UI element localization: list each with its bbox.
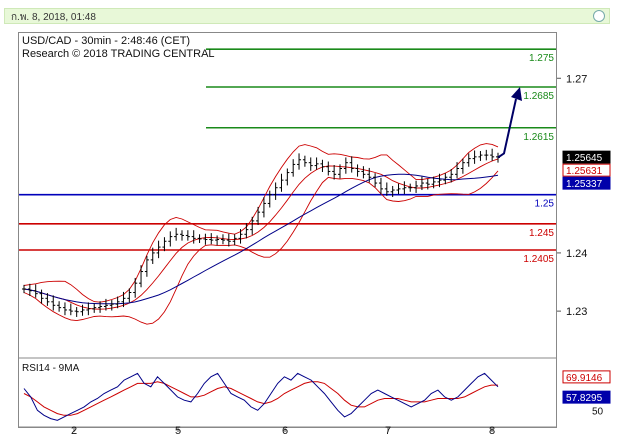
forecast-arrow-head bbox=[511, 87, 522, 101]
level-label: 1.2615 bbox=[523, 132, 554, 143]
forecast-arrow-line bbox=[497, 98, 517, 159]
level-label: 1.245 bbox=[529, 228, 554, 239]
rsi-value-label: 69.9146 bbox=[566, 373, 603, 384]
bollinger-middle bbox=[23, 158, 499, 310]
bollinger-lower bbox=[23, 170, 499, 325]
price-tag-label: 1.25645 bbox=[566, 153, 603, 164]
level-label: 1.2405 bbox=[523, 254, 554, 265]
price-axis-label: 1.23 bbox=[566, 306, 587, 318]
x-axis-label: 2 bbox=[71, 425, 77, 437]
price-tag bbox=[562, 176, 611, 190]
timestamp-bar: ก.พ. 8, 2018, 01:48 bbox=[4, 8, 610, 24]
x-axis-label: 8 bbox=[489, 425, 495, 437]
chart-copyright: Research © 2018 TRADING CENTRAL bbox=[22, 48, 215, 60]
level-label: 1.25 bbox=[535, 199, 555, 210]
x-axis-label: 6 bbox=[282, 425, 288, 437]
level-label: 1.2685 bbox=[523, 91, 554, 102]
x-axis-label: 7 bbox=[385, 425, 391, 437]
rsi-value-tag bbox=[562, 370, 611, 384]
moving-average bbox=[23, 173, 499, 305]
level-label: 1.275 bbox=[529, 53, 554, 64]
price-axis-label: 1.24 bbox=[566, 248, 587, 260]
rsi-title: RSI14 - 9MA bbox=[22, 363, 80, 374]
price-tag bbox=[562, 150, 611, 164]
x-axis-label: 5 bbox=[175, 425, 181, 437]
price-tag-label: 1.25631 bbox=[566, 166, 603, 177]
price-tag bbox=[562, 163, 611, 177]
price-tag-label: 1.25337 bbox=[566, 179, 603, 190]
rsi-ma-line bbox=[23, 381, 498, 416]
timestamp-text: ก.พ. 8, 2018, 01:48 bbox=[11, 12, 96, 23]
rsi-axis-label: 50 bbox=[592, 406, 604, 417]
rsi-line bbox=[23, 372, 499, 421]
price-axis-label: 1.27 bbox=[566, 73, 587, 85]
close-icon[interactable] bbox=[593, 10, 605, 22]
rsi-value-label: 57.8295 bbox=[566, 393, 603, 404]
bollinger-upper bbox=[23, 143, 499, 303]
top-bar: ก.พ. 8, 2018, 01:48 bbox=[0, 0, 618, 26]
rsi-value-tag bbox=[562, 390, 611, 404]
chart-title: USD/CAD - 30min - 2:48:46 (CET) bbox=[22, 35, 191, 47]
